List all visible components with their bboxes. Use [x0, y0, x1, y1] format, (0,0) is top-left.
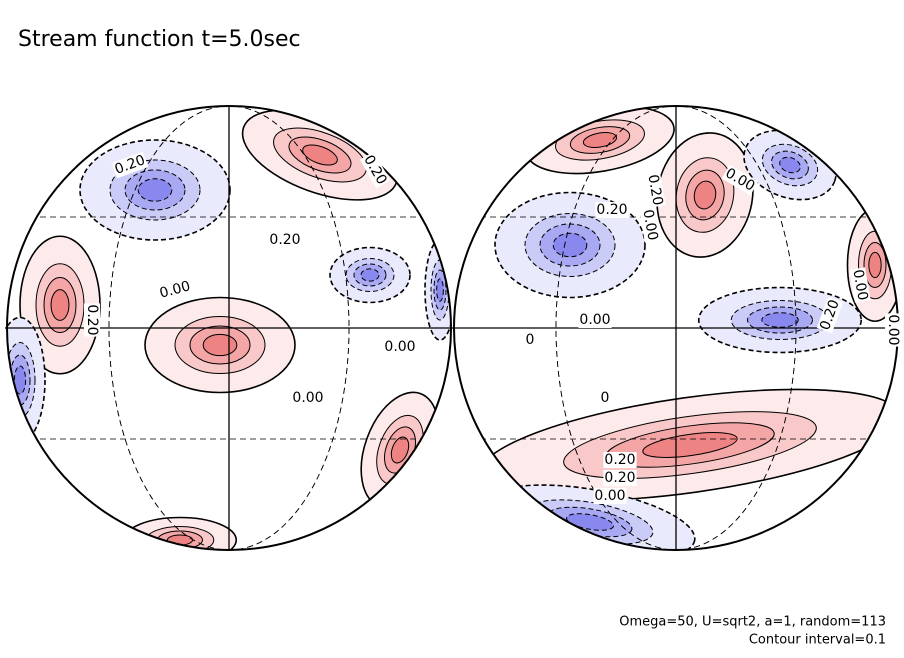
contour-region	[13, 365, 27, 395]
label-background	[578, 312, 612, 328]
contour-region	[552, 232, 588, 258]
contour-region	[436, 278, 444, 302]
contour-region	[137, 178, 173, 202]
label-background	[268, 232, 302, 248]
contour-region	[693, 180, 717, 210]
label-background	[524, 332, 536, 348]
contour-label: 0.20	[604, 452, 635, 468]
label-background	[639, 207, 661, 243]
contour-region	[761, 312, 799, 328]
contour-label: 0.20	[84, 304, 100, 335]
contour-label: 0	[601, 390, 610, 406]
label-background	[816, 296, 844, 334]
label-background	[885, 313, 901, 347]
label-background	[593, 488, 627, 504]
contour-label: 0.00	[639, 208, 660, 241]
label-background	[359, 151, 391, 189]
globe-outline	[6, 105, 452, 551]
label-background	[603, 470, 637, 486]
contour-region	[566, 513, 614, 531]
contour-region	[302, 144, 338, 166]
contour-label: 0.00	[292, 390, 323, 406]
contour-label: 0.00	[158, 278, 192, 302]
contour-region	[360, 268, 380, 282]
contour-label: 0.00	[885, 314, 901, 345]
contour-label: 0.00	[579, 312, 610, 328]
contour-region	[868, 251, 882, 279]
label-background	[383, 339, 417, 355]
contour-label: 0.20	[644, 173, 665, 206]
contour-label: 0.00	[849, 268, 870, 301]
contour-region	[779, 156, 801, 174]
contour-label: 0	[526, 332, 535, 348]
contour-region	[50, 289, 70, 321]
chart-title: Stream function t=5.0sec	[18, 27, 301, 52]
contour-region	[582, 132, 618, 148]
label-background	[84, 303, 100, 337]
contour-label: 0.20	[596, 202, 627, 218]
contour-region	[202, 333, 238, 357]
label-background	[603, 452, 637, 468]
label-background	[111, 151, 149, 179]
label-background	[721, 164, 759, 196]
contour-label: 0.00	[594, 488, 625, 504]
label-background	[644, 172, 666, 208]
label-background	[291, 390, 325, 406]
footnote: Contour interval=0.1	[749, 633, 886, 648]
label-background	[595, 202, 629, 218]
label-background	[156, 277, 194, 303]
contour-label: 0.20	[604, 470, 635, 486]
contour-region	[390, 436, 410, 464]
contour-label: 0.00	[384, 339, 415, 355]
contour-label: 0.20	[269, 232, 300, 248]
label-background	[599, 390, 611, 406]
label-background	[849, 267, 871, 303]
footnote: Omega=50, U=sqrt2, a=1, random=113	[619, 615, 886, 630]
